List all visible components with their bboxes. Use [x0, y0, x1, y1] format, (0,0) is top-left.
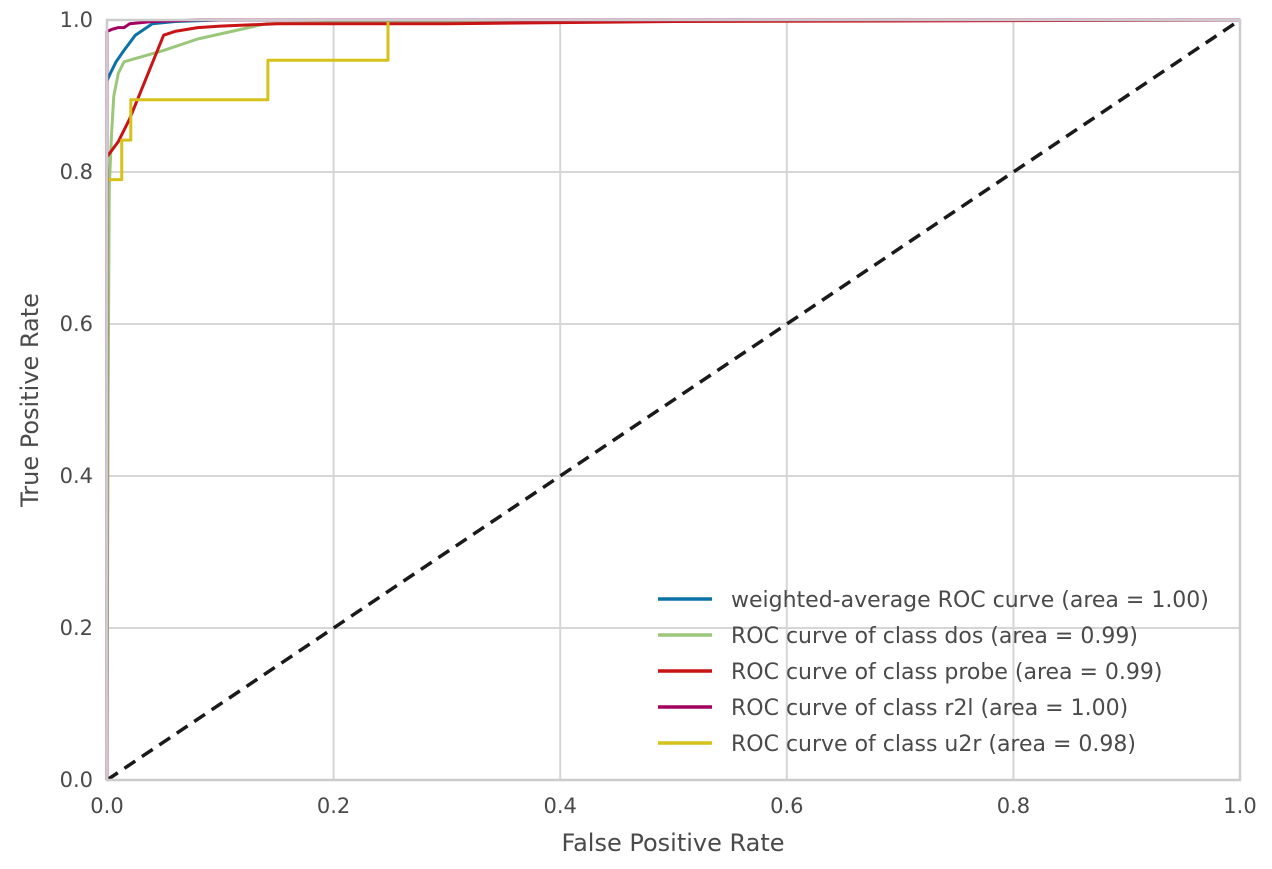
- x-tick-label: 0.4: [543, 794, 576, 818]
- legend: weighted-average ROC curve (area = 1.00)…: [658, 588, 1209, 757]
- x-tick-label: 0.6: [770, 794, 803, 818]
- x-axis-label: False Positive Rate: [561, 829, 784, 857]
- legend-entry-label: ROC curve of class dos (area = 0.99): [731, 624, 1138, 649]
- y-axis-ticks: 0.0 0.2 0.4 0.6 0.8 1.0: [60, 8, 93, 792]
- chance-diagonal-line: [106, 18, 1241, 782]
- legend-entry-label: ROC curve of class u2r (area = 0.98): [731, 732, 1136, 757]
- y-tick-label: 0.0: [60, 768, 93, 792]
- y-tick-label: 0.4: [60, 464, 93, 488]
- y-tick-label: 0.2: [60, 616, 93, 640]
- plot-frame: [105, 18, 1242, 782]
- x-tick-label: 0.2: [317, 794, 350, 818]
- y-tick-label: 0.6: [60, 312, 93, 336]
- x-tick-label: 0.8: [997, 794, 1030, 818]
- x-tick-label: 1.0: [1223, 794, 1256, 818]
- series-line: [105, 18, 1240, 780]
- y-tick-label: 1.0: [60, 8, 93, 32]
- legend-entry-label: ROC curve of class r2l (area = 1.00): [731, 696, 1128, 721]
- x-tick-label: 0.0: [90, 794, 123, 818]
- grid: [106, 19, 1241, 781]
- x-axis-ticks: 0.0 0.2 0.4 0.6 0.8 1.0: [90, 794, 1256, 818]
- y-axis-label: True Positive Rate: [16, 293, 44, 508]
- y-tick-label: 0.8: [60, 160, 93, 184]
- legend-entry-label: ROC curve of class probe (area = 0.99): [731, 660, 1163, 685]
- legend-entry-label: weighted-average ROC curve (area = 1.00): [731, 588, 1209, 613]
